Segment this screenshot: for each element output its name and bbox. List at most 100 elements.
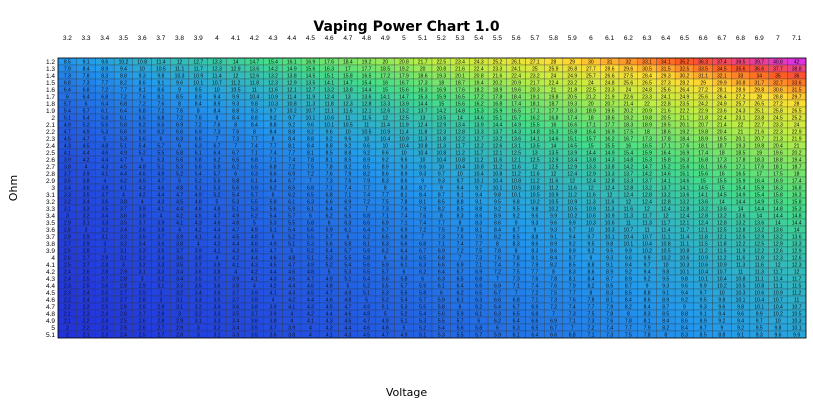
cell-value-label: 11 <box>626 221 631 227</box>
cell-value-label: 11.4 <box>381 123 391 129</box>
cell-value-label: 3.3 <box>157 270 164 276</box>
cell-value-label: 8.8 <box>681 312 688 318</box>
cell-value-label: 14.8 <box>623 158 633 164</box>
cell-value-label: 2.8 <box>120 284 127 290</box>
cell-value-label: 6.4 <box>494 305 501 311</box>
cell-value-label: 23.2 <box>567 81 577 87</box>
y-tick-label: 1.4 <box>46 73 55 80</box>
cell-value-label: 13.6 <box>792 235 802 241</box>
cell-value-label: 3.8 <box>270 319 277 325</box>
cell-value-label: 8.9 <box>400 172 407 178</box>
cell-value-label: 31.5 <box>661 67 671 73</box>
cell-value-label: 6.8 <box>400 235 407 241</box>
cell-value-label: 4.2 <box>83 158 90 164</box>
chart-title: Vaping Power Chart 1.0 <box>313 19 500 35</box>
cell-value-label: 16.3 <box>680 158 690 164</box>
cell-value-label: 8.4 <box>307 144 314 150</box>
cell-value-label: 4 <box>290 319 293 325</box>
cell-value-label: 3.2 <box>83 214 90 220</box>
cell-value-label: 12.8 <box>605 179 615 185</box>
cell-value-label: 15.3 <box>474 109 484 115</box>
cell-value-label: 12.1 <box>698 228 708 234</box>
cell-value-label: 4.6 <box>270 256 277 262</box>
cell-value-label: 9.9 <box>793 333 800 339</box>
cell-value-label: 5.9 <box>326 228 333 234</box>
cell-value-label: 8.4 <box>550 256 557 262</box>
cell-value-label: 4.5 <box>139 179 146 185</box>
cell-value-label: 5.5 <box>288 221 295 227</box>
cell-value-label: 10.8 <box>736 277 746 283</box>
cell-value-label: 12 <box>532 165 538 171</box>
cell-value-label: 15.1 <box>680 172 690 178</box>
cell-value-label: 5.1 <box>400 319 407 325</box>
cell-value-label: 12.5 <box>549 165 559 171</box>
x-tick-label: 4.8 <box>362 35 371 42</box>
cell-value-label: 3.8 <box>120 200 127 206</box>
cell-value-label: 18 <box>588 116 594 122</box>
cell-value-label: 9.6 <box>681 284 688 290</box>
cell-value-label: 11 <box>794 298 799 304</box>
cell-value-label: 13.9 <box>399 102 409 108</box>
cell-value-label: 6.9 <box>494 284 501 290</box>
cell-value-label: 8.9 <box>363 158 370 164</box>
cell-value-label: 20.2 <box>623 109 633 115</box>
cell-value-label: 9.8 <box>531 207 538 213</box>
cell-value-label: 2.9 <box>176 319 183 325</box>
cell-value-label: 6.2 <box>475 305 482 311</box>
cell-value-label: 17.8 <box>493 95 503 101</box>
cell-value-label: 4.5 <box>232 235 239 241</box>
cell-value-label: 32.7 <box>773 81 783 87</box>
cell-value-label: 11.3 <box>586 200 596 206</box>
cell-value-label: 8.5 <box>606 284 613 290</box>
cell-value-label: 5.1 <box>120 144 127 150</box>
cell-value-label: 17.1 <box>530 109 540 115</box>
cell-value-label: 3.9 <box>232 277 239 283</box>
cell-value-label: 13.2 <box>324 88 334 94</box>
cell-value-label: 4.8 <box>251 235 258 241</box>
cell-value-label: 5.4 <box>83 116 90 122</box>
cell-value-label: 13.8 <box>343 88 353 94</box>
cell-value-label: 6.8 <box>251 158 258 164</box>
cell-value-label: 11.7 <box>680 228 690 234</box>
cell-value-label: 17.3 <box>418 81 428 87</box>
cell-value-label: 6.8 <box>475 277 482 283</box>
cell-value-label: 9.6 <box>774 333 781 339</box>
cell-value-label: 8.4 <box>288 137 295 143</box>
cell-value-label: 3.1 <box>120 249 127 255</box>
cell-value-label: 20.8 <box>436 67 446 73</box>
cell-value-label: 4.6 <box>195 207 202 213</box>
cell-value-label: 3.4 <box>195 291 202 297</box>
cell-value-label: 19.2 <box>680 130 690 136</box>
cell-value-label: 9.1 <box>157 81 164 87</box>
cell-value-label: 7.3 <box>550 298 557 304</box>
cell-value-label: 5.9 <box>251 186 258 192</box>
x-tick-label: 6.4 <box>661 35 670 42</box>
cell-value-label: 2.9 <box>157 305 164 311</box>
cell-value-label: 7.7 <box>363 186 370 192</box>
cell-value-label: 11.2 <box>511 172 521 178</box>
cell-value-label: 12.9 <box>436 123 446 129</box>
cell-value-label: 5 <box>178 179 181 185</box>
cell-value-label: 2.6 <box>64 249 71 255</box>
cell-value-label: 5.2 <box>382 298 389 304</box>
cell-value-label: 15.9 <box>436 95 446 101</box>
cell-value-label: 12 <box>382 116 388 122</box>
cell-value-label: 10.7 <box>773 298 783 304</box>
cell-value-label: 14.4 <box>418 102 428 108</box>
cell-value-label: 21.9 <box>605 95 615 101</box>
cell-value-label: 11.4 <box>156 60 166 66</box>
cell-value-label: 2.8 <box>139 305 146 311</box>
cell-value-label: 3.3 <box>64 193 71 199</box>
cell-value-label: 9.1 <box>457 193 464 199</box>
cell-value-label: 4 <box>234 270 237 276</box>
cell-value-label: 13.7 <box>623 172 633 178</box>
cell-value-label: 10.5 <box>736 284 746 290</box>
cell-value-label: 16.5 <box>642 144 652 150</box>
cell-value-label: 2.9 <box>139 291 146 297</box>
cell-value-label: 10.1 <box>623 242 633 248</box>
x-tick-label: 6.2 <box>624 35 633 42</box>
cell-value-label: 5.9 <box>494 333 501 339</box>
cell-value-label: 23.1 <box>736 116 746 122</box>
cell-value-label: 11.3 <box>755 270 765 276</box>
cell-value-label: 18.1 <box>530 102 540 108</box>
